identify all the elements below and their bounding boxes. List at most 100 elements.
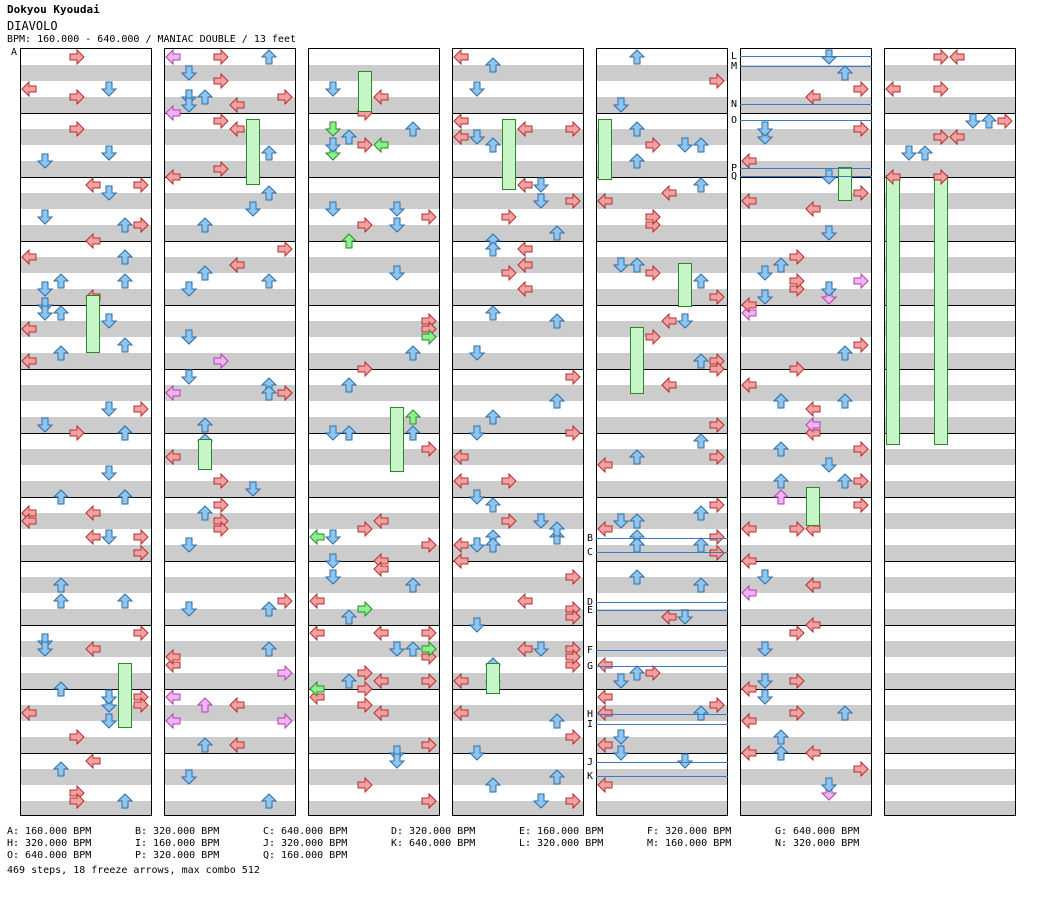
left-arrow-icon	[517, 241, 533, 257]
left-arrow-icon	[453, 449, 469, 465]
left-arrow-icon	[165, 449, 181, 465]
measure-line	[453, 305, 583, 306]
measure-line	[21, 561, 151, 562]
up-arrow-icon	[405, 425, 421, 441]
up-arrow-icon	[549, 393, 565, 409]
right-arrow-icon	[277, 385, 293, 401]
measure-line	[597, 305, 727, 306]
freeze-arrow	[598, 119, 612, 180]
down-arrow-icon	[469, 617, 485, 633]
bpm-legend-entry: N: 320.000 BPM	[775, 838, 860, 849]
down-arrow-icon	[677, 609, 693, 625]
left-arrow-icon	[517, 121, 533, 137]
down-arrow-icon	[821, 457, 837, 473]
up-arrow-icon	[261, 641, 277, 657]
measure-line	[453, 241, 583, 242]
down-arrow-icon	[757, 673, 773, 689]
down-arrow-icon	[181, 97, 197, 113]
measure-line	[597, 113, 727, 114]
bpm-legend-entry: D: 320.000 BPM	[391, 826, 476, 837]
left-arrow-icon	[805, 617, 821, 633]
measure-line	[741, 369, 871, 370]
right-arrow-icon	[709, 497, 725, 513]
up-arrow-icon	[549, 313, 565, 329]
right-arrow-icon	[277, 89, 293, 105]
right-arrow-icon	[709, 697, 725, 713]
down-arrow-icon	[389, 201, 405, 217]
measure-line	[453, 689, 583, 690]
up-arrow-icon	[629, 513, 645, 529]
measure-line	[597, 561, 727, 562]
bpm-marker-label: F	[587, 645, 594, 656]
up-arrow-icon	[117, 217, 133, 233]
right-arrow-icon	[133, 697, 149, 713]
right-arrow-icon	[421, 329, 437, 345]
measure-line	[885, 625, 1015, 626]
up-arrow-icon	[405, 577, 421, 593]
up-arrow-icon	[197, 265, 213, 281]
left-arrow-icon	[661, 313, 677, 329]
left-arrow-icon	[517, 177, 533, 193]
left-arrow-icon	[21, 321, 37, 337]
bpm-legend-entry: E: 160.000 BPM	[519, 826, 604, 837]
left-arrow-icon	[21, 513, 37, 529]
bpm-legend-entry: G: 640.000 BPM	[775, 826, 860, 837]
down-arrow-icon	[37, 153, 53, 169]
left-arrow-icon	[597, 777, 613, 793]
bpm-change-line	[740, 104, 872, 105]
measure-line	[165, 433, 295, 434]
down-arrow-icon	[821, 777, 837, 793]
down-arrow-icon	[901, 145, 917, 161]
up-arrow-icon	[549, 713, 565, 729]
right-arrow-icon	[421, 441, 437, 457]
left-arrow-icon	[453, 537, 469, 553]
right-arrow-icon	[565, 193, 581, 209]
left-arrow-icon	[597, 737, 613, 753]
down-arrow-icon	[101, 145, 117, 161]
left-arrow-icon	[453, 473, 469, 489]
left-arrow-icon	[805, 89, 821, 105]
down-arrow-icon	[757, 689, 773, 705]
down-arrow-icon	[325, 121, 341, 137]
up-arrow-icon	[341, 673, 357, 689]
right-arrow-icon	[357, 777, 373, 793]
measure-line	[597, 625, 727, 626]
up-arrow-icon	[773, 489, 789, 505]
right-arrow-icon	[853, 441, 869, 457]
left-arrow-icon	[805, 401, 821, 417]
up-arrow-icon	[773, 257, 789, 273]
bpm-legend-entry: I: 160.000 BPM	[135, 838, 220, 849]
freeze-arrow	[246, 119, 260, 185]
right-arrow-icon	[709, 73, 725, 89]
left-arrow-icon	[373, 625, 389, 641]
left-arrow-icon	[453, 113, 469, 129]
left-arrow-icon	[741, 713, 757, 729]
right-arrow-icon	[421, 641, 437, 657]
up-arrow-icon	[53, 681, 69, 697]
bpm-legend-entry: B: 320.000 BPM	[135, 826, 220, 837]
down-arrow-icon	[533, 177, 549, 193]
bpm-marker-label: N	[731, 99, 738, 110]
right-arrow-icon	[789, 625, 805, 641]
down-arrow-icon	[389, 217, 405, 233]
left-arrow-icon	[805, 745, 821, 761]
down-arrow-icon	[325, 137, 341, 153]
down-arrow-icon	[757, 121, 773, 137]
freeze-arrow	[118, 663, 132, 728]
right-arrow-icon	[501, 265, 517, 281]
up-arrow-icon	[837, 705, 853, 721]
measure-line	[885, 369, 1015, 370]
measure-line	[597, 753, 727, 754]
down-arrow-icon	[245, 201, 261, 217]
left-arrow-icon	[85, 233, 101, 249]
measure-line	[21, 689, 151, 690]
right-arrow-icon	[357, 665, 373, 681]
up-arrow-icon	[485, 137, 501, 153]
up-arrow-icon	[341, 129, 357, 145]
right-arrow-icon	[645, 137, 661, 153]
down-arrow-icon	[533, 193, 549, 209]
bpm-change-line	[596, 666, 728, 667]
up-arrow-icon	[773, 729, 789, 745]
left-arrow-icon	[165, 713, 181, 729]
up-arrow-icon	[117, 593, 133, 609]
